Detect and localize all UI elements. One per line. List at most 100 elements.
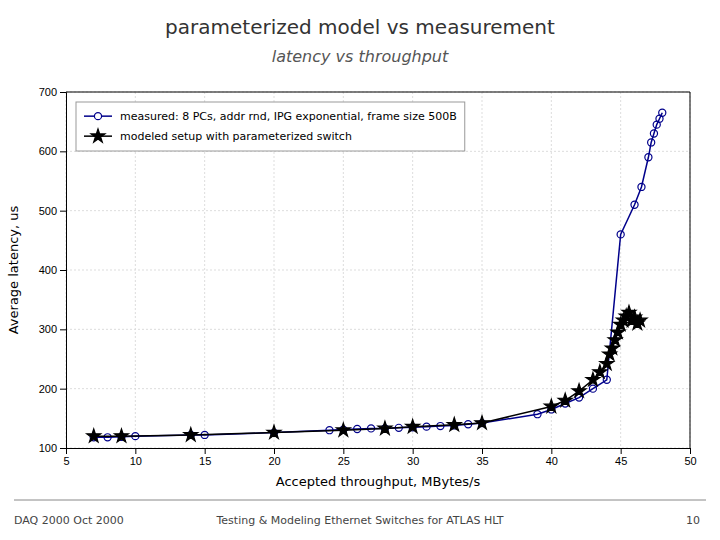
x-axis-tick-label: 50 — [684, 455, 696, 467]
x-axis-tick-mark — [621, 448, 622, 454]
x-axis-tick-label: 40 — [546, 455, 558, 467]
point — [475, 416, 489, 429]
point — [104, 434, 111, 441]
footer-separator — [14, 500, 706, 501]
x-axis-tick-label: 30 — [407, 455, 419, 467]
legend-item: measured: 8 PCs, addr rnd, IPG exponenti… — [84, 110, 457, 123]
point — [617, 231, 624, 238]
x-axis-tick: 50 — [684, 448, 696, 467]
frame-right — [690, 92, 691, 448]
legend-swatch-marker — [91, 129, 105, 142]
y-axis-tick: 600 — [39, 145, 66, 157]
x-axis-tick: 10 — [130, 448, 142, 467]
subtitle: latency vs throughput — [272, 47, 449, 66]
point — [447, 418, 461, 431]
point — [645, 154, 652, 161]
point — [336, 423, 350, 436]
y-axis-tick-mark — [60, 389, 66, 390]
footer-text: DAQ 2000 Oct 2000 — [14, 514, 124, 527]
y-axis-label: Average latency, us — [6, 206, 21, 335]
y-axis-tick-mark — [60, 448, 66, 449]
point — [115, 429, 129, 442]
y-axis-tick-label: 600 — [39, 145, 57, 157]
grid-line-y — [66, 92, 690, 93]
y-axis-tick-mark — [60, 329, 66, 330]
point — [589, 385, 596, 392]
x-axis-tick: 20 — [268, 448, 280, 467]
x-axis: 5 10 15 20 25 30 35 40 45 50 — [63, 448, 696, 467]
x-axis-tick-label: 10 — [130, 455, 142, 467]
grid-line-y — [66, 270, 690, 271]
y-axis-tick: 500 — [39, 205, 66, 217]
point — [267, 425, 281, 438]
point — [558, 393, 572, 406]
y-axis-tick-label: 300 — [39, 323, 57, 335]
point — [406, 419, 420, 432]
y-axis-tick-mark — [60, 151, 66, 152]
y-axis-tick: 200 — [39, 383, 66, 395]
legend-label: measured: 8 PCs, addr rnd, IPG exponenti… — [120, 110, 457, 123]
legend-box — [76, 102, 465, 151]
marks — [87, 109, 666, 442]
legend-label: modeled setup with parameterized switch — [120, 130, 352, 143]
x-axis-tick-mark — [413, 448, 414, 454]
x-axis-tick: 25 — [338, 448, 350, 467]
series-line — [94, 313, 640, 436]
legend: measured: 8 PCs, addr rnd, IPG exponenti… — [76, 102, 465, 151]
series-line — [94, 113, 663, 438]
x-axis-tick-mark — [343, 448, 344, 454]
plot-area: 5 10 15 20 25 30 35 40 45 50 100 200 300 400 500 600 700… — [6, 86, 697, 489]
point — [572, 384, 586, 397]
x-axis-domain — [67, 449, 691, 455]
x-axis-tick-label: 35 — [476, 455, 488, 467]
point — [631, 201, 638, 208]
y-axis-tick-label: 400 — [39, 264, 57, 276]
x-axis-label: Accepted throughput, MBytes/s — [276, 474, 481, 489]
x-axis-tick: 35 — [476, 448, 488, 467]
point — [534, 411, 541, 418]
grid-line-x — [690, 92, 691, 448]
x-axis-tick: 40 — [546, 448, 558, 467]
point — [184, 428, 198, 441]
y-axis-tick: 700 — [39, 86, 66, 98]
point — [650, 130, 657, 137]
series — [90, 109, 666, 441]
frame-top — [66, 92, 690, 93]
y-axis-tick-label: 200 — [39, 383, 57, 395]
x-axis-tick: 5 — [63, 448, 69, 467]
point — [87, 429, 101, 442]
y-axis-tick-label: 100 — [39, 442, 57, 454]
x-axis-tick-mark — [690, 448, 691, 454]
y-axis-tick-mark — [60, 211, 66, 212]
grid-line-x — [620, 92, 621, 448]
y-axis-tick-label: 700 — [39, 86, 57, 98]
y-axis-tick: 400 — [39, 264, 66, 276]
y-axis-tick-label: 500 — [39, 205, 57, 217]
point — [648, 139, 655, 146]
x-axis-tick-mark — [482, 448, 483, 454]
grid — [66, 92, 690, 448]
footer-text: 10 — [686, 514, 700, 527]
y-axis: 100 200 300 400 500 600 700 — [39, 86, 67, 454]
x-axis-tick: 15 — [199, 448, 211, 467]
point — [659, 109, 666, 116]
y-axis-tick-mark — [60, 270, 66, 271]
x-axis-tick-label: 45 — [615, 455, 627, 467]
grid-line-y — [66, 210, 690, 211]
y-axis-tick: 100 — [39, 442, 66, 454]
legend-swatch-marker — [94, 113, 101, 120]
point — [633, 313, 647, 326]
point — [638, 183, 645, 190]
x-axis-tick-label: 20 — [268, 455, 280, 467]
point — [544, 399, 558, 412]
x-axis-tick-mark — [205, 448, 206, 454]
x-axis-tick: 45 — [615, 448, 627, 467]
legend-item: modeled setup with parameterized switch — [84, 129, 352, 143]
y-axis-tick: 300 — [39, 323, 66, 335]
x-axis-tick-mark — [274, 448, 275, 454]
x-axis-tick-label: 15 — [199, 455, 211, 467]
y-axis-tick-mark — [60, 92, 66, 93]
x-axis-tick: 30 — [407, 448, 419, 467]
point — [378, 421, 392, 434]
title: parameterized model vs measurement — [165, 15, 555, 39]
